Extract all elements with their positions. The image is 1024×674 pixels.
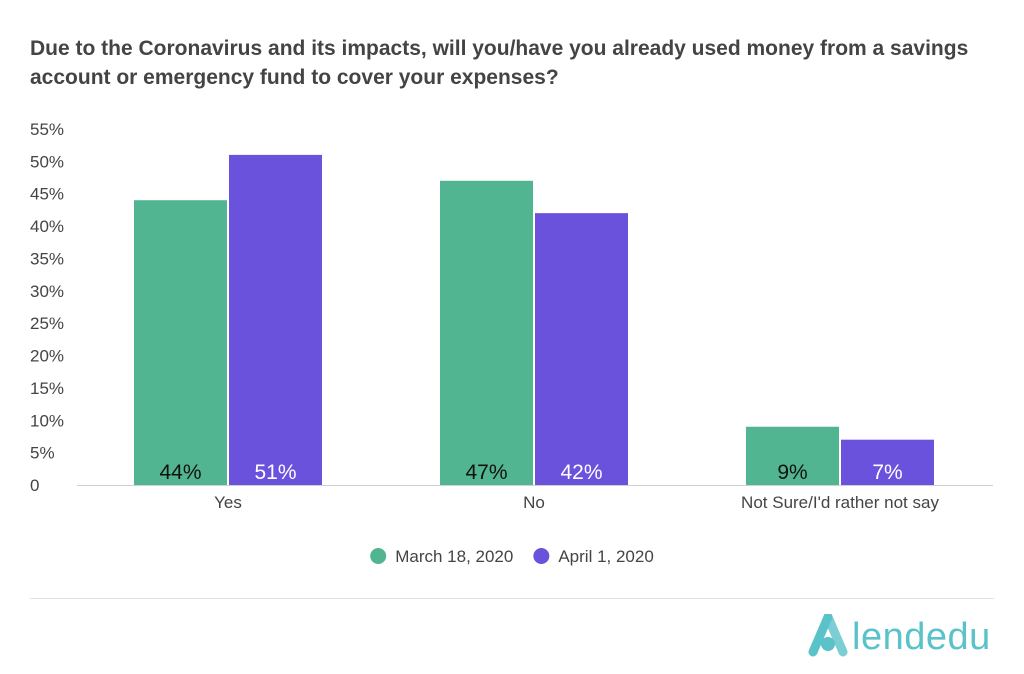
logo-text: lendedu bbox=[852, 616, 991, 658]
data-label: 42% bbox=[560, 461, 602, 484]
legend-swatch bbox=[533, 548, 550, 564]
y-tick-label: 25% bbox=[30, 314, 64, 333]
y-tick-label: 35% bbox=[30, 249, 64, 268]
bar bbox=[746, 426, 839, 485]
lendedu-logo: lendedu bbox=[808, 612, 998, 660]
bar bbox=[535, 213, 628, 486]
x-category-label: No bbox=[523, 493, 545, 512]
bar bbox=[440, 180, 533, 486]
data-label: 7% bbox=[872, 461, 902, 484]
y-tick-label: 20% bbox=[30, 347, 64, 366]
data-label: 47% bbox=[465, 461, 507, 484]
x-category-label: Not Sure/I'd rather not say bbox=[741, 493, 939, 512]
legend-label: March 18, 2020 bbox=[395, 547, 513, 566]
y-tick-label: 10% bbox=[30, 411, 64, 430]
y-tick-label: 5% bbox=[30, 444, 55, 463]
y-tick-label: 40% bbox=[30, 217, 64, 236]
bar bbox=[841, 439, 934, 485]
data-label: 44% bbox=[159, 461, 201, 484]
legend-label: April 1, 2020 bbox=[558, 547, 653, 566]
y-tick-label: 45% bbox=[30, 185, 64, 204]
chart-title: Due to the Coronavirus and its impacts, … bbox=[30, 37, 969, 89]
y-tick-label: 55% bbox=[30, 120, 64, 139]
y-tick-label: 15% bbox=[30, 379, 64, 398]
bar bbox=[134, 200, 227, 485]
data-label: 9% bbox=[777, 461, 807, 484]
lendedu-a-icon bbox=[808, 612, 848, 657]
bar-chart: 0 5% 10% 15% 20% 25% 30% 35% 40% 45% 50% 55% 44% 51% Y… bbox=[30, 120, 993, 566]
y-tick-label: 0 bbox=[30, 476, 39, 495]
y-tick-label: 50% bbox=[30, 152, 64, 171]
footer-divider bbox=[30, 598, 994, 599]
bar bbox=[229, 154, 322, 485]
x-category-label: Yes bbox=[214, 493, 242, 512]
legend-swatch bbox=[370, 548, 387, 564]
data-label: 51% bbox=[254, 461, 296, 484]
y-tick-label: 30% bbox=[30, 282, 64, 301]
